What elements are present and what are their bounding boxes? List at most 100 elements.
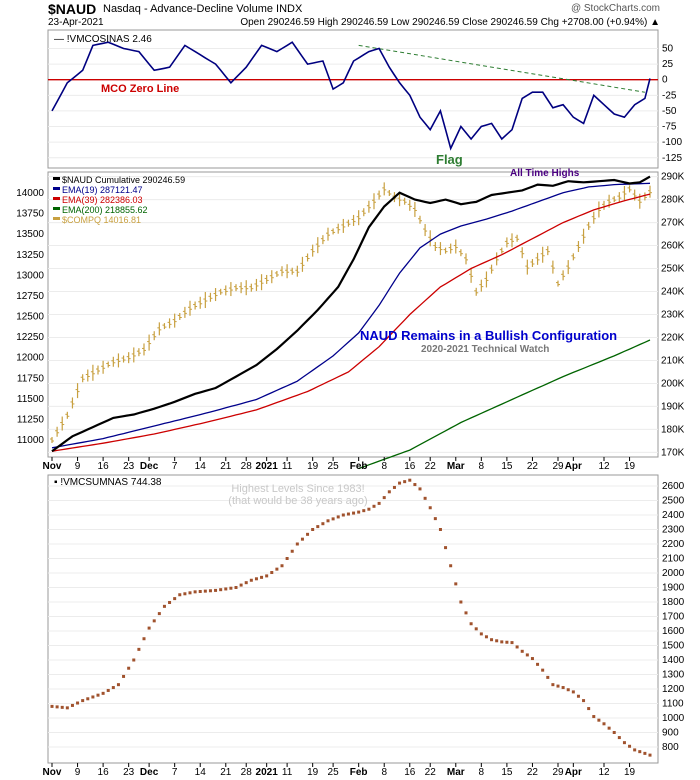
summ-y-tick: 1700	[662, 612, 685, 623]
summation-point	[203, 589, 207, 593]
summ-y-tick: 2400	[662, 510, 685, 521]
summ-y-tick: 2600	[662, 481, 685, 492]
main-left-tick: 12750	[16, 291, 44, 302]
x-tick-label: 14	[195, 767, 207, 778]
summation-point	[433, 517, 437, 521]
summation-point	[566, 688, 570, 692]
x-tick-label: 19	[624, 461, 636, 472]
summ-y-tick: 900	[662, 728, 679, 739]
summation-point	[403, 480, 407, 484]
x-tick-label: 25	[328, 767, 340, 778]
summation-point	[162, 604, 166, 608]
mco-zero-label: MCO Zero Line	[101, 83, 179, 95]
main-right-tick: 290K	[661, 172, 685, 183]
summation-point	[132, 658, 136, 662]
main-right-tick: 170K	[661, 447, 685, 458]
summation-point	[193, 590, 197, 594]
main-legend-entry: EMA(39) 282386.03	[62, 195, 143, 205]
main-legend-entry: EMA(19) 287121.47	[62, 185, 143, 195]
summation-point	[346, 512, 350, 516]
main-legend-entry: $NAUD Cumulative 290246.59	[62, 175, 185, 185]
summation-point	[382, 496, 386, 500]
summation-point	[76, 701, 80, 705]
mco-series-line	[51, 41, 651, 151]
summation-point	[111, 686, 115, 690]
x-tick-label: 23	[123, 767, 135, 778]
summation-point	[561, 686, 565, 690]
trend-line	[358, 44, 645, 93]
summation-point	[541, 668, 545, 672]
summation-point	[60, 705, 64, 709]
summ-y-tick: 1100	[662, 699, 684, 710]
summation-point	[321, 522, 325, 526]
x-tick-label: 7	[172, 767, 178, 778]
summ-y-tick: 2100	[662, 554, 685, 565]
summation-point	[444, 546, 448, 550]
main-left-tick: 12500	[16, 312, 44, 323]
summation-point	[587, 707, 591, 711]
summation-point	[592, 715, 596, 719]
legend-swatch	[53, 217, 60, 220]
x-tick-label: 16	[98, 461, 110, 472]
summation-point	[602, 722, 606, 726]
x-tick-label: Dec	[140, 767, 159, 778]
main-right-tick: 250K	[661, 264, 685, 275]
x-tick-label: 22	[425, 767, 437, 778]
summation-point	[418, 487, 422, 491]
x-tick-label: 16	[404, 461, 416, 472]
main-left-tick: 13250	[16, 250, 44, 261]
summ-y-tick: 1300	[662, 670, 685, 681]
summation-point	[459, 600, 463, 604]
x-tick-label: 16	[98, 767, 110, 778]
flag-label: Flag	[436, 152, 463, 167]
summation-point	[188, 591, 192, 595]
summation-point	[490, 638, 494, 642]
summation-point	[229, 586, 233, 590]
x-tick-label: 19	[307, 767, 319, 778]
summation-point	[306, 532, 310, 536]
osc-y-tick: 25	[662, 59, 674, 70]
summation-point	[70, 703, 74, 707]
summation-point	[65, 706, 69, 710]
oscillator-panel	[47, 29, 659, 169]
summation-point	[556, 684, 560, 688]
summ-y-tick: 1800	[662, 597, 685, 608]
ath-label: All Time Highs	[510, 168, 580, 179]
summation-point	[546, 675, 550, 679]
main-title-annotation: NAUD Remains in a Bullish Configuration	[360, 328, 617, 343]
osc-y-tick: 50	[662, 43, 674, 54]
x-tick-label: 8	[479, 767, 485, 778]
summation-point	[367, 507, 371, 511]
osc-y-tick: 0	[662, 75, 668, 86]
summation-point	[168, 600, 172, 604]
x-tick-label: 7	[172, 461, 178, 472]
summation-point	[520, 649, 524, 653]
ohlc-readout: Open 290246.59 High 290246.59 Low 290246…	[240, 17, 660, 28]
summation-point	[515, 645, 519, 649]
legend-swatch	[53, 207, 60, 210]
main-right-tick: 190K	[661, 401, 685, 412]
x-tick-label: Mar	[447, 461, 465, 472]
summation-point	[86, 697, 90, 701]
summation-point	[178, 593, 182, 597]
main-left-tick: 11000	[17, 435, 45, 446]
summ-legend: ▪ !VMCSUMNAS 744.38	[54, 477, 162, 488]
summation-point	[643, 751, 647, 755]
x-tick-label: Feb	[350, 461, 368, 472]
summation-point	[510, 641, 514, 645]
summation-point	[357, 510, 361, 514]
summation-point	[81, 699, 85, 703]
summation-point	[428, 506, 432, 510]
summ-y-tick: 1900	[662, 583, 685, 594]
x-tick-label: 22	[527, 767, 539, 778]
summation-point	[265, 574, 269, 578]
main-left-tick: 12250	[16, 332, 44, 343]
x-tick-label: 22	[527, 461, 539, 472]
x-tick-label: 29	[552, 767, 564, 778]
summation-point	[260, 575, 264, 579]
summation-point	[101, 691, 105, 695]
x-tick-label: Feb	[350, 767, 368, 778]
main-right-tick: 220K	[661, 332, 685, 343]
summ-annotation-line1: Highest Levels Since 1983!	[231, 483, 364, 495]
